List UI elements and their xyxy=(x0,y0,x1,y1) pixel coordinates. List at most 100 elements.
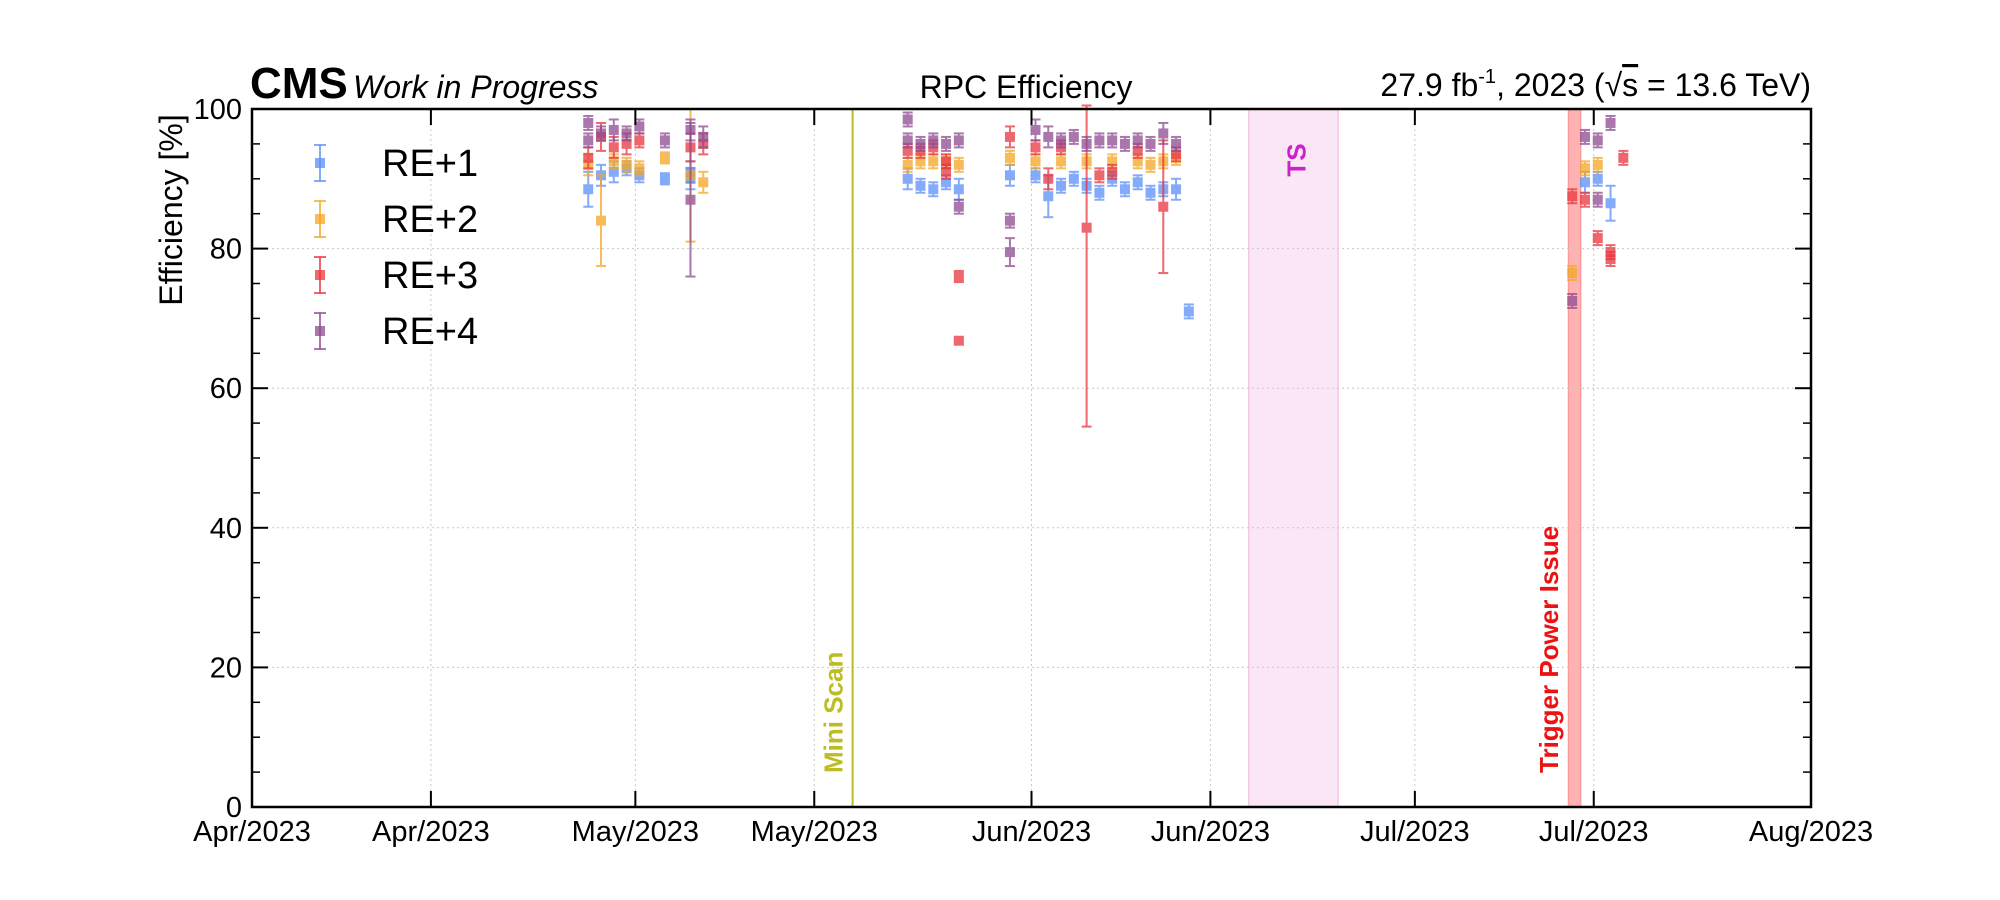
marker xyxy=(902,173,913,184)
marker xyxy=(928,184,939,195)
marker xyxy=(1171,138,1182,149)
grid-lines xyxy=(252,109,1811,807)
legend: RE+1 RE+2 RE+3 RE+4 xyxy=(314,143,478,353)
point-RE+3-4 xyxy=(634,132,645,149)
lumi-prefix: 27.9 fb xyxy=(1380,67,1478,103)
marker xyxy=(902,114,913,125)
legend-marker xyxy=(315,270,325,280)
marker xyxy=(1030,124,1041,135)
marker xyxy=(1592,159,1603,170)
marker xyxy=(928,135,939,146)
marker xyxy=(1107,156,1118,167)
point-RE+4-34 xyxy=(1592,132,1603,149)
x-tick-label-7: Jul/2023 xyxy=(1539,816,1649,848)
marker xyxy=(953,184,964,195)
marker xyxy=(1605,117,1616,128)
marker xyxy=(1081,222,1092,233)
marker xyxy=(634,135,645,146)
marker xyxy=(1068,131,1079,142)
point-RE+1-13 xyxy=(1004,163,1015,187)
point-RE+3-24 xyxy=(1567,188,1578,205)
point-RE+3-18 xyxy=(1081,104,1092,428)
marker xyxy=(953,271,964,282)
marker xyxy=(1605,254,1616,265)
marker xyxy=(698,131,709,142)
marker xyxy=(915,138,926,149)
point-RE+1-17 xyxy=(1068,170,1079,187)
experiment-label: CMS xyxy=(250,59,348,108)
marker xyxy=(928,156,939,167)
marker xyxy=(1579,163,1590,174)
svg-text:27.9 fb-1, 2023 (√s = 13.6 TeV: 27.9 fb-1, 2023 (√s = 13.6 TeV) xyxy=(1380,66,1811,103)
point-RE+2-22 xyxy=(1567,265,1578,282)
marker xyxy=(1004,131,1015,142)
legend-item-RE+2: RE+2 xyxy=(314,199,478,241)
point-RE+4-18 xyxy=(1004,237,1015,268)
marker xyxy=(941,166,952,177)
marker xyxy=(1094,187,1105,198)
point-RE+3-13 xyxy=(953,335,964,346)
sqrt-symbol: √ xyxy=(1605,67,1623,103)
marker xyxy=(1158,128,1169,139)
point-RE+4-21 xyxy=(1056,132,1067,149)
marker xyxy=(941,177,952,188)
marker xyxy=(902,145,913,156)
point-RE+4-1 xyxy=(583,132,594,149)
marker xyxy=(608,166,619,177)
marker xyxy=(1579,177,1590,188)
marker xyxy=(1004,215,1015,226)
luminosity-label: 27.9 fb-1, 2023 (√s = 13.6 TeV) xyxy=(1380,66,1811,103)
x-tick-label-6: Jul/2023 xyxy=(1360,816,1470,848)
legend-label: RE+1 xyxy=(382,143,478,185)
point-RE+3-25 xyxy=(1579,191,1590,208)
annotation-bands xyxy=(1248,108,1582,808)
point-RE+2-4 xyxy=(634,160,645,177)
marker xyxy=(1183,306,1194,317)
point-RE+4-31 xyxy=(1567,292,1578,309)
marker xyxy=(1081,138,1092,149)
point-RE+2-12 xyxy=(953,156,964,173)
point-RE+3-11 xyxy=(941,153,952,170)
point-RE+4-10 xyxy=(902,111,913,128)
point-RE+1-16 xyxy=(1056,177,1067,194)
point-RE+1-23 xyxy=(1145,184,1156,201)
marker xyxy=(621,128,632,139)
point-RE+3-16 xyxy=(1043,167,1054,191)
point-RE+3-15 xyxy=(1030,139,1041,156)
marker xyxy=(953,335,964,346)
annotation-band-2 xyxy=(1567,108,1582,808)
marker xyxy=(1145,138,1156,149)
point-RE+1-14 xyxy=(1030,167,1041,184)
marker xyxy=(621,138,632,149)
marker xyxy=(1158,201,1169,212)
marker xyxy=(698,177,709,188)
data-points xyxy=(583,104,1629,428)
point-RE+3-19 xyxy=(1094,167,1105,184)
point-RE+2-5 xyxy=(659,151,670,165)
point-RE+1-0 xyxy=(583,170,594,208)
marker xyxy=(659,173,670,184)
marker xyxy=(1030,156,1041,167)
marker xyxy=(634,121,645,132)
y-tick-label-0: 0 xyxy=(226,792,242,824)
point-RE+4-30 xyxy=(1171,135,1182,152)
annotation-label-0: Mini Scan xyxy=(819,652,849,773)
point-RE+3-29 xyxy=(1618,149,1629,166)
y-tick-label-4: 80 xyxy=(210,234,242,266)
marker xyxy=(902,159,913,170)
marker xyxy=(685,124,696,135)
marker xyxy=(1004,247,1015,258)
lumi-mid: , 2023 ( xyxy=(1496,67,1605,103)
marker xyxy=(1171,184,1182,195)
y-axis-title: Efficiency [%] xyxy=(153,114,189,305)
marker xyxy=(1145,159,1156,170)
point-RE+4-24 xyxy=(1094,132,1105,149)
marker xyxy=(1592,233,1603,244)
marker xyxy=(1043,191,1054,202)
point-RE+1-25 xyxy=(1171,177,1182,201)
point-RE+2-14 xyxy=(1030,153,1041,170)
annotation-label-2: Trigger Power Issue xyxy=(1534,526,1564,773)
point-RE+4-2 xyxy=(596,125,607,142)
marker xyxy=(583,184,594,195)
